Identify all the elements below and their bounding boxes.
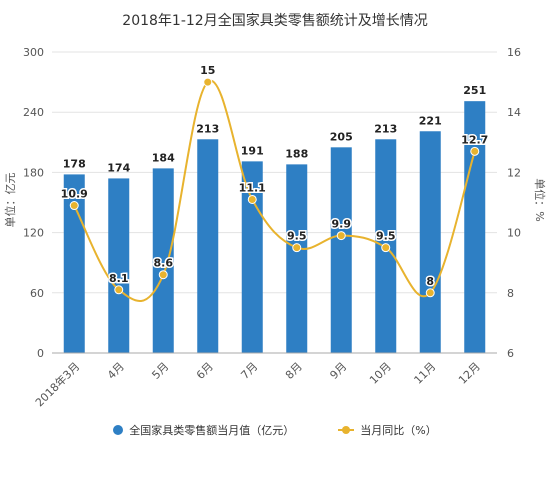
- bar: [419, 131, 441, 353]
- x-tick-label: 9月: [327, 360, 349, 382]
- right-axis-label: 单位：%: [533, 178, 547, 221]
- bar-value-label: 178: [63, 157, 86, 170]
- line-point: [247, 194, 257, 204]
- bar: [108, 178, 130, 353]
- x-tick-label: 8月: [283, 360, 305, 382]
- bar-value-label: 251: [463, 84, 486, 97]
- bar-value-label: 174: [107, 161, 130, 174]
- left-tick-label: 120: [23, 227, 44, 240]
- bar-value-label: 191: [241, 144, 264, 157]
- line-point: [292, 243, 302, 253]
- x-tick-label: 4月: [105, 360, 127, 382]
- line-point: [114, 285, 124, 295]
- bar-value-label: 213: [196, 122, 219, 135]
- right-tick-label: 6: [507, 347, 514, 360]
- left-tick-label: 180: [23, 166, 44, 179]
- legend-item-bar: 全国家具类零售额当月值（亿元）: [113, 422, 294, 438]
- line-point: [425, 288, 435, 298]
- bar: [286, 164, 308, 353]
- x-tick-label: 7月: [238, 360, 260, 382]
- legend-bar-label: 全国家具类零售额当月值（亿元）: [129, 424, 295, 437]
- bar-value-label: 184: [152, 151, 175, 164]
- line-point: [470, 146, 480, 156]
- x-tick-label: 6月: [194, 360, 216, 382]
- line-value-label: 15: [200, 64, 215, 77]
- legend-line-swatch: [338, 425, 355, 435]
- line-point: [69, 201, 79, 211]
- chart-title: 2018年1-12月全国家具类零售额统计及增长情况: [122, 13, 428, 29]
- line-point: [203, 77, 213, 87]
- bar: [197, 139, 219, 353]
- left-tick-label: 300: [23, 46, 44, 59]
- right-tick-label: 10: [507, 227, 521, 240]
- x-tick-label: 5月: [149, 360, 171, 382]
- line-point: [336, 231, 346, 241]
- bar-value-label: 188: [285, 147, 308, 160]
- line-value-label: 11.1: [239, 181, 266, 194]
- line-value-label: 12.7: [461, 133, 488, 146]
- bar: [464, 101, 486, 353]
- line-value-label: 9.9: [332, 218, 352, 231]
- bar: [152, 168, 174, 353]
- left-axis-label: 单位：亿元: [3, 173, 17, 228]
- line-point: [158, 270, 168, 280]
- right-tick-label: 16: [507, 46, 521, 59]
- bar: [330, 147, 352, 353]
- x-tick-label: 10月: [367, 360, 394, 387]
- legend-item-line: 当月同比（%）: [338, 422, 437, 438]
- right-tick-label: 8: [507, 287, 514, 300]
- left-tick-label: 0: [37, 347, 44, 360]
- line-value-label: 8: [426, 275, 434, 288]
- bar-value-label: 213: [374, 122, 397, 135]
- right-tick-label: 14: [507, 106, 521, 119]
- x-tick-label: 12月: [456, 360, 483, 387]
- legend-line-label: 当月同比（%）: [360, 424, 437, 437]
- line-value-label: 10.9: [61, 188, 88, 201]
- bar-value-label: 205: [330, 130, 353, 143]
- line-value-label: 9.5: [287, 230, 307, 243]
- line-value-label: 9.5: [376, 230, 396, 243]
- left-tick-label: 60: [30, 287, 44, 300]
- left-tick-label: 240: [23, 106, 44, 119]
- x-tick-label: 11月: [412, 360, 439, 387]
- bar-value-label: 221: [419, 114, 442, 127]
- chart-legend: 全国家具类零售额当月值（亿元） 当月同比（%）: [0, 422, 550, 438]
- series-line: [73, 79, 476, 302]
- line-value-label: 8.1: [109, 272, 129, 285]
- line-value-label: 8.6: [154, 257, 174, 270]
- x-tick-label: 2018年3月: [32, 359, 82, 409]
- right-tick-label: 12: [507, 166, 521, 179]
- line-point: [381, 243, 391, 253]
- legend-bar-swatch: [113, 425, 124, 435]
